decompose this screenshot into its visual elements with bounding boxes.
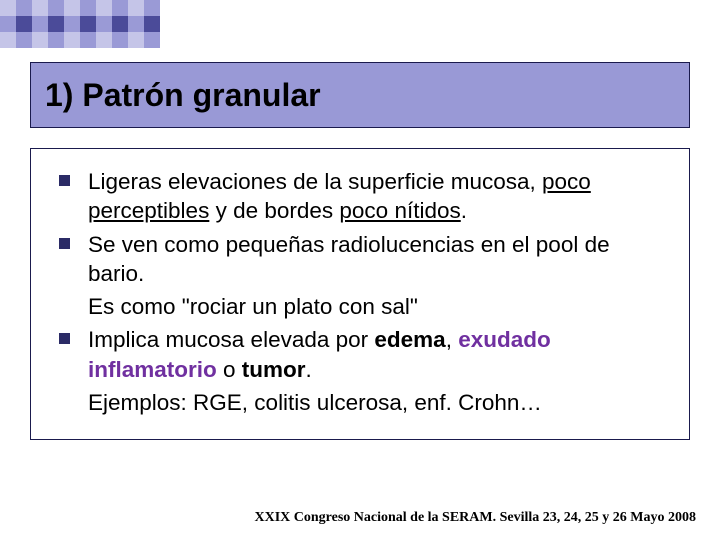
text-segment: tumor xyxy=(242,357,306,382)
decor-square xyxy=(64,0,80,16)
bullet-item: Ejemplos: RGE, colitis ulcerosa, enf. Cr… xyxy=(53,388,667,417)
decor-square xyxy=(16,16,32,32)
text-segment: Es como "rociar un plato con sal" xyxy=(88,294,418,319)
text-segment: , xyxy=(446,327,459,352)
decor-square xyxy=(64,32,80,48)
decor-square xyxy=(144,16,160,32)
text-segment: y de bordes xyxy=(209,198,339,223)
decor-square xyxy=(128,32,144,48)
decor-square xyxy=(48,0,64,16)
decor-square xyxy=(64,16,80,32)
decor-square xyxy=(32,0,48,16)
decor-square xyxy=(144,0,160,16)
decor-square xyxy=(96,0,112,16)
text-segment: o xyxy=(217,357,242,382)
bullet-marker xyxy=(59,175,70,186)
decor-square xyxy=(80,0,96,16)
text-segment: Ligeras elevaciones de la superficie muc… xyxy=(88,169,542,194)
decor-square xyxy=(0,16,16,32)
text-segment: Ejemplos: RGE, colitis ulcerosa, enf. Cr… xyxy=(88,390,542,415)
decor-square xyxy=(16,32,32,48)
decor-square xyxy=(112,16,128,32)
title-box: 1) Patrón granular xyxy=(30,62,690,128)
decor-square xyxy=(96,32,112,48)
text-segment: poco nítidos xyxy=(339,198,460,223)
decor-square xyxy=(48,16,64,32)
bullet-item: Ligeras elevaciones de la superficie muc… xyxy=(53,167,667,226)
text-segment: Se ven como pequeñas radiolucencias en e… xyxy=(88,232,610,286)
decor-square xyxy=(16,0,32,16)
bullet-marker xyxy=(59,238,70,249)
bullet-text: Implica mucosa elevada por edema, exudad… xyxy=(88,325,667,384)
bullet-marker xyxy=(59,396,70,407)
decor-square xyxy=(32,16,48,32)
bullet-item: Implica mucosa elevada por edema, exudad… xyxy=(53,325,667,384)
decor-square xyxy=(80,16,96,32)
decorative-squares xyxy=(0,0,160,48)
decor-square xyxy=(0,0,16,16)
decor-square xyxy=(32,32,48,48)
decor-square xyxy=(0,32,16,48)
decor-square xyxy=(128,16,144,32)
decor-square xyxy=(48,32,64,48)
text-segment: . xyxy=(306,357,312,382)
decor-square xyxy=(96,16,112,32)
slide-title: 1) Patrón granular xyxy=(45,77,321,114)
text-segment: Implica mucosa elevada por xyxy=(88,327,374,352)
decor-square xyxy=(80,32,96,48)
decor-square xyxy=(128,0,144,16)
bullet-item: Es como "rociar un plato con sal" xyxy=(53,292,667,321)
decor-square xyxy=(112,0,128,16)
footer-text: XXIX Congreso Nacional de la SERAM. Sevi… xyxy=(254,510,696,526)
bullet-text: Ligeras elevaciones de la superficie muc… xyxy=(88,167,667,226)
bullet-text: Ejemplos: RGE, colitis ulcerosa, enf. Cr… xyxy=(88,388,542,417)
decor-square xyxy=(112,32,128,48)
content-box: Ligeras elevaciones de la superficie muc… xyxy=(30,148,690,440)
bullet-item: Se ven como pequeñas radiolucencias en e… xyxy=(53,230,667,289)
decor-square xyxy=(144,32,160,48)
bullet-text: Se ven como pequeñas radiolucencias en e… xyxy=(88,230,667,289)
text-segment: edema xyxy=(374,327,445,352)
bullet-text: Es como "rociar un plato con sal" xyxy=(88,292,418,321)
bullet-marker xyxy=(59,333,70,344)
bullet-marker xyxy=(59,300,70,311)
text-segment: . xyxy=(461,198,467,223)
